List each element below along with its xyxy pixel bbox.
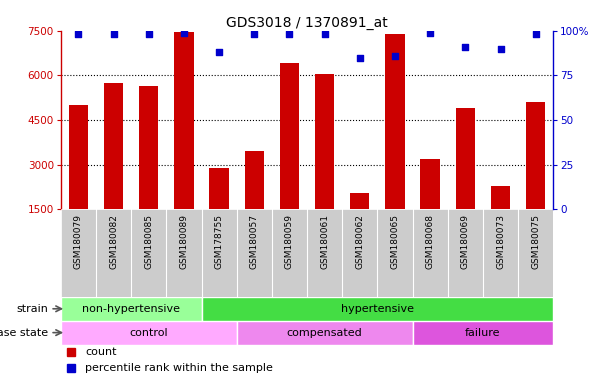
Bar: [201, 297, 553, 321]
Bar: [455, 108, 475, 210]
Text: GSM180069: GSM180069: [461, 214, 470, 269]
Bar: [209, 168, 229, 210]
Bar: [61, 297, 201, 321]
Text: GSM180079: GSM180079: [74, 214, 83, 269]
Text: compensated: compensated: [287, 328, 362, 338]
Bar: [96, 210, 131, 297]
Bar: [421, 159, 440, 210]
Point: [74, 31, 83, 37]
Bar: [272, 210, 307, 297]
Bar: [237, 321, 413, 344]
Point: [460, 44, 470, 50]
Bar: [342, 210, 378, 297]
Point: [320, 31, 330, 37]
Text: non-hypertensive: non-hypertensive: [82, 304, 180, 314]
Point: [249, 31, 259, 37]
Bar: [350, 193, 370, 210]
Point: [179, 30, 188, 36]
Bar: [131, 210, 167, 297]
Point: [144, 31, 154, 37]
Text: GSM180075: GSM180075: [531, 214, 540, 269]
Bar: [378, 210, 413, 297]
Bar: [483, 210, 518, 297]
Bar: [280, 63, 299, 210]
Text: percentile rank within the sample: percentile rank within the sample: [85, 363, 274, 373]
Bar: [315, 74, 334, 210]
Bar: [526, 102, 545, 210]
Text: GSM180089: GSM180089: [179, 214, 188, 269]
Text: failure: failure: [465, 328, 500, 338]
Point: [355, 55, 365, 61]
Bar: [413, 210, 447, 297]
Bar: [518, 210, 553, 297]
Text: GSM180068: GSM180068: [426, 214, 435, 269]
Bar: [491, 185, 510, 210]
Point: [390, 53, 400, 59]
Text: control: control: [130, 328, 168, 338]
Title: GDS3018 / 1370891_at: GDS3018 / 1370891_at: [226, 16, 388, 30]
Point: [425, 30, 435, 36]
Text: count: count: [85, 348, 117, 358]
Bar: [237, 210, 272, 297]
Text: strain: strain: [16, 304, 49, 314]
Bar: [447, 210, 483, 297]
Text: GSM178755: GSM178755: [215, 214, 224, 269]
Bar: [61, 210, 96, 297]
Text: GSM180061: GSM180061: [320, 214, 329, 269]
Bar: [69, 105, 88, 210]
Text: GSM180082: GSM180082: [109, 214, 118, 269]
Point: [531, 31, 541, 37]
Bar: [167, 210, 201, 297]
Bar: [104, 83, 123, 210]
Bar: [385, 34, 405, 210]
Text: GSM180085: GSM180085: [144, 214, 153, 269]
Bar: [201, 210, 237, 297]
Point: [496, 46, 505, 52]
Text: GSM180057: GSM180057: [250, 214, 259, 269]
Bar: [139, 86, 159, 210]
Bar: [307, 210, 342, 297]
Text: GSM180059: GSM180059: [285, 214, 294, 269]
Bar: [244, 151, 264, 210]
Text: GSM180073: GSM180073: [496, 214, 505, 269]
Point: [214, 49, 224, 55]
Bar: [61, 321, 237, 344]
Text: disease state: disease state: [0, 328, 49, 338]
Point: [285, 31, 294, 37]
Point: [109, 31, 119, 37]
Text: hypertensive: hypertensive: [341, 304, 414, 314]
Text: GSM180065: GSM180065: [390, 214, 399, 269]
Bar: [413, 321, 553, 344]
Bar: [174, 32, 193, 210]
Text: GSM180062: GSM180062: [355, 214, 364, 269]
